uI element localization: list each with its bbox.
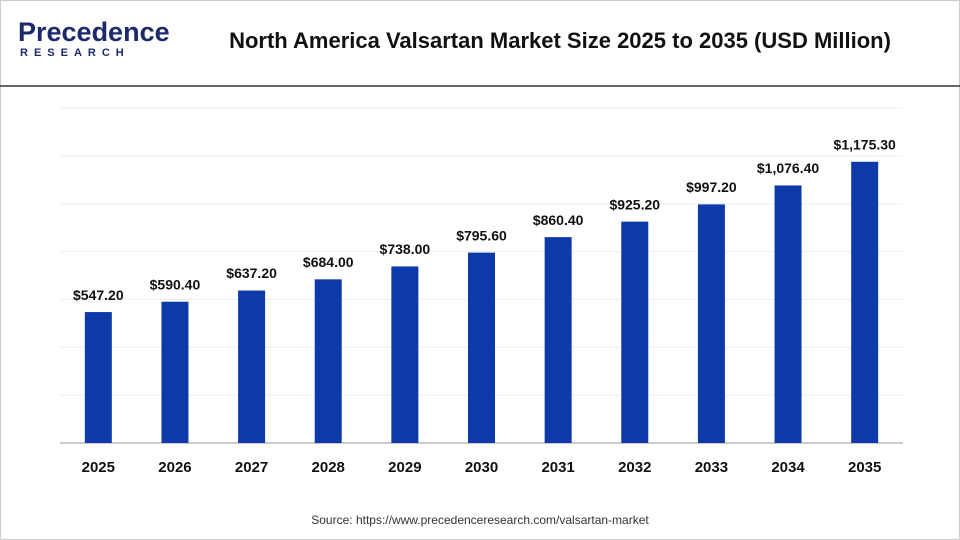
logo-sub: RESEARCH bbox=[20, 47, 130, 59]
value-label: $1,076.40 bbox=[757, 160, 819, 176]
bar bbox=[621, 221, 649, 443]
x-tick-label: 2027 bbox=[235, 459, 268, 476]
x-tick-label: 2025 bbox=[82, 459, 115, 476]
value-label: $997.20 bbox=[686, 179, 737, 195]
bar bbox=[851, 161, 879, 443]
source: Source: https://www.precedenceresearch.c… bbox=[311, 513, 649, 527]
bar bbox=[238, 290, 266, 443]
value-label: $590.40 bbox=[150, 276, 201, 292]
value-label: $925.20 bbox=[609, 196, 660, 212]
x-tick-label: 2029 bbox=[388, 459, 421, 476]
logo-name: Precedence bbox=[18, 17, 170, 47]
bar bbox=[84, 312, 112, 443]
bar bbox=[161, 301, 189, 443]
value-label: $547.20 bbox=[73, 287, 124, 303]
x-tick-label: 2026 bbox=[158, 459, 191, 476]
value-label: $795.60 bbox=[456, 227, 507, 243]
x-tick-label: 2034 bbox=[771, 459, 805, 476]
x-tick-label: 2031 bbox=[541, 459, 574, 476]
x-tick-label: 2032 bbox=[618, 459, 651, 476]
x-tick-label: 2028 bbox=[312, 459, 345, 476]
value-label: $860.40 bbox=[533, 212, 584, 228]
bar bbox=[544, 237, 572, 443]
bar bbox=[314, 279, 342, 443]
x-tick-label: 2035 bbox=[848, 459, 881, 476]
x-tick-label: 2030 bbox=[465, 459, 498, 476]
bar bbox=[774, 185, 802, 443]
bar bbox=[391, 266, 419, 443]
value-label: $738.00 bbox=[380, 241, 431, 257]
x-tick-label: 2033 bbox=[695, 459, 728, 476]
bar bbox=[697, 204, 725, 443]
value-label: $684.00 bbox=[303, 254, 354, 270]
bar bbox=[468, 252, 495, 443]
value-label: $1,175.30 bbox=[834, 136, 896, 152]
chart-title: North America Valsartan Market Size 2025… bbox=[229, 28, 891, 53]
value-label: $637.20 bbox=[226, 265, 277, 281]
